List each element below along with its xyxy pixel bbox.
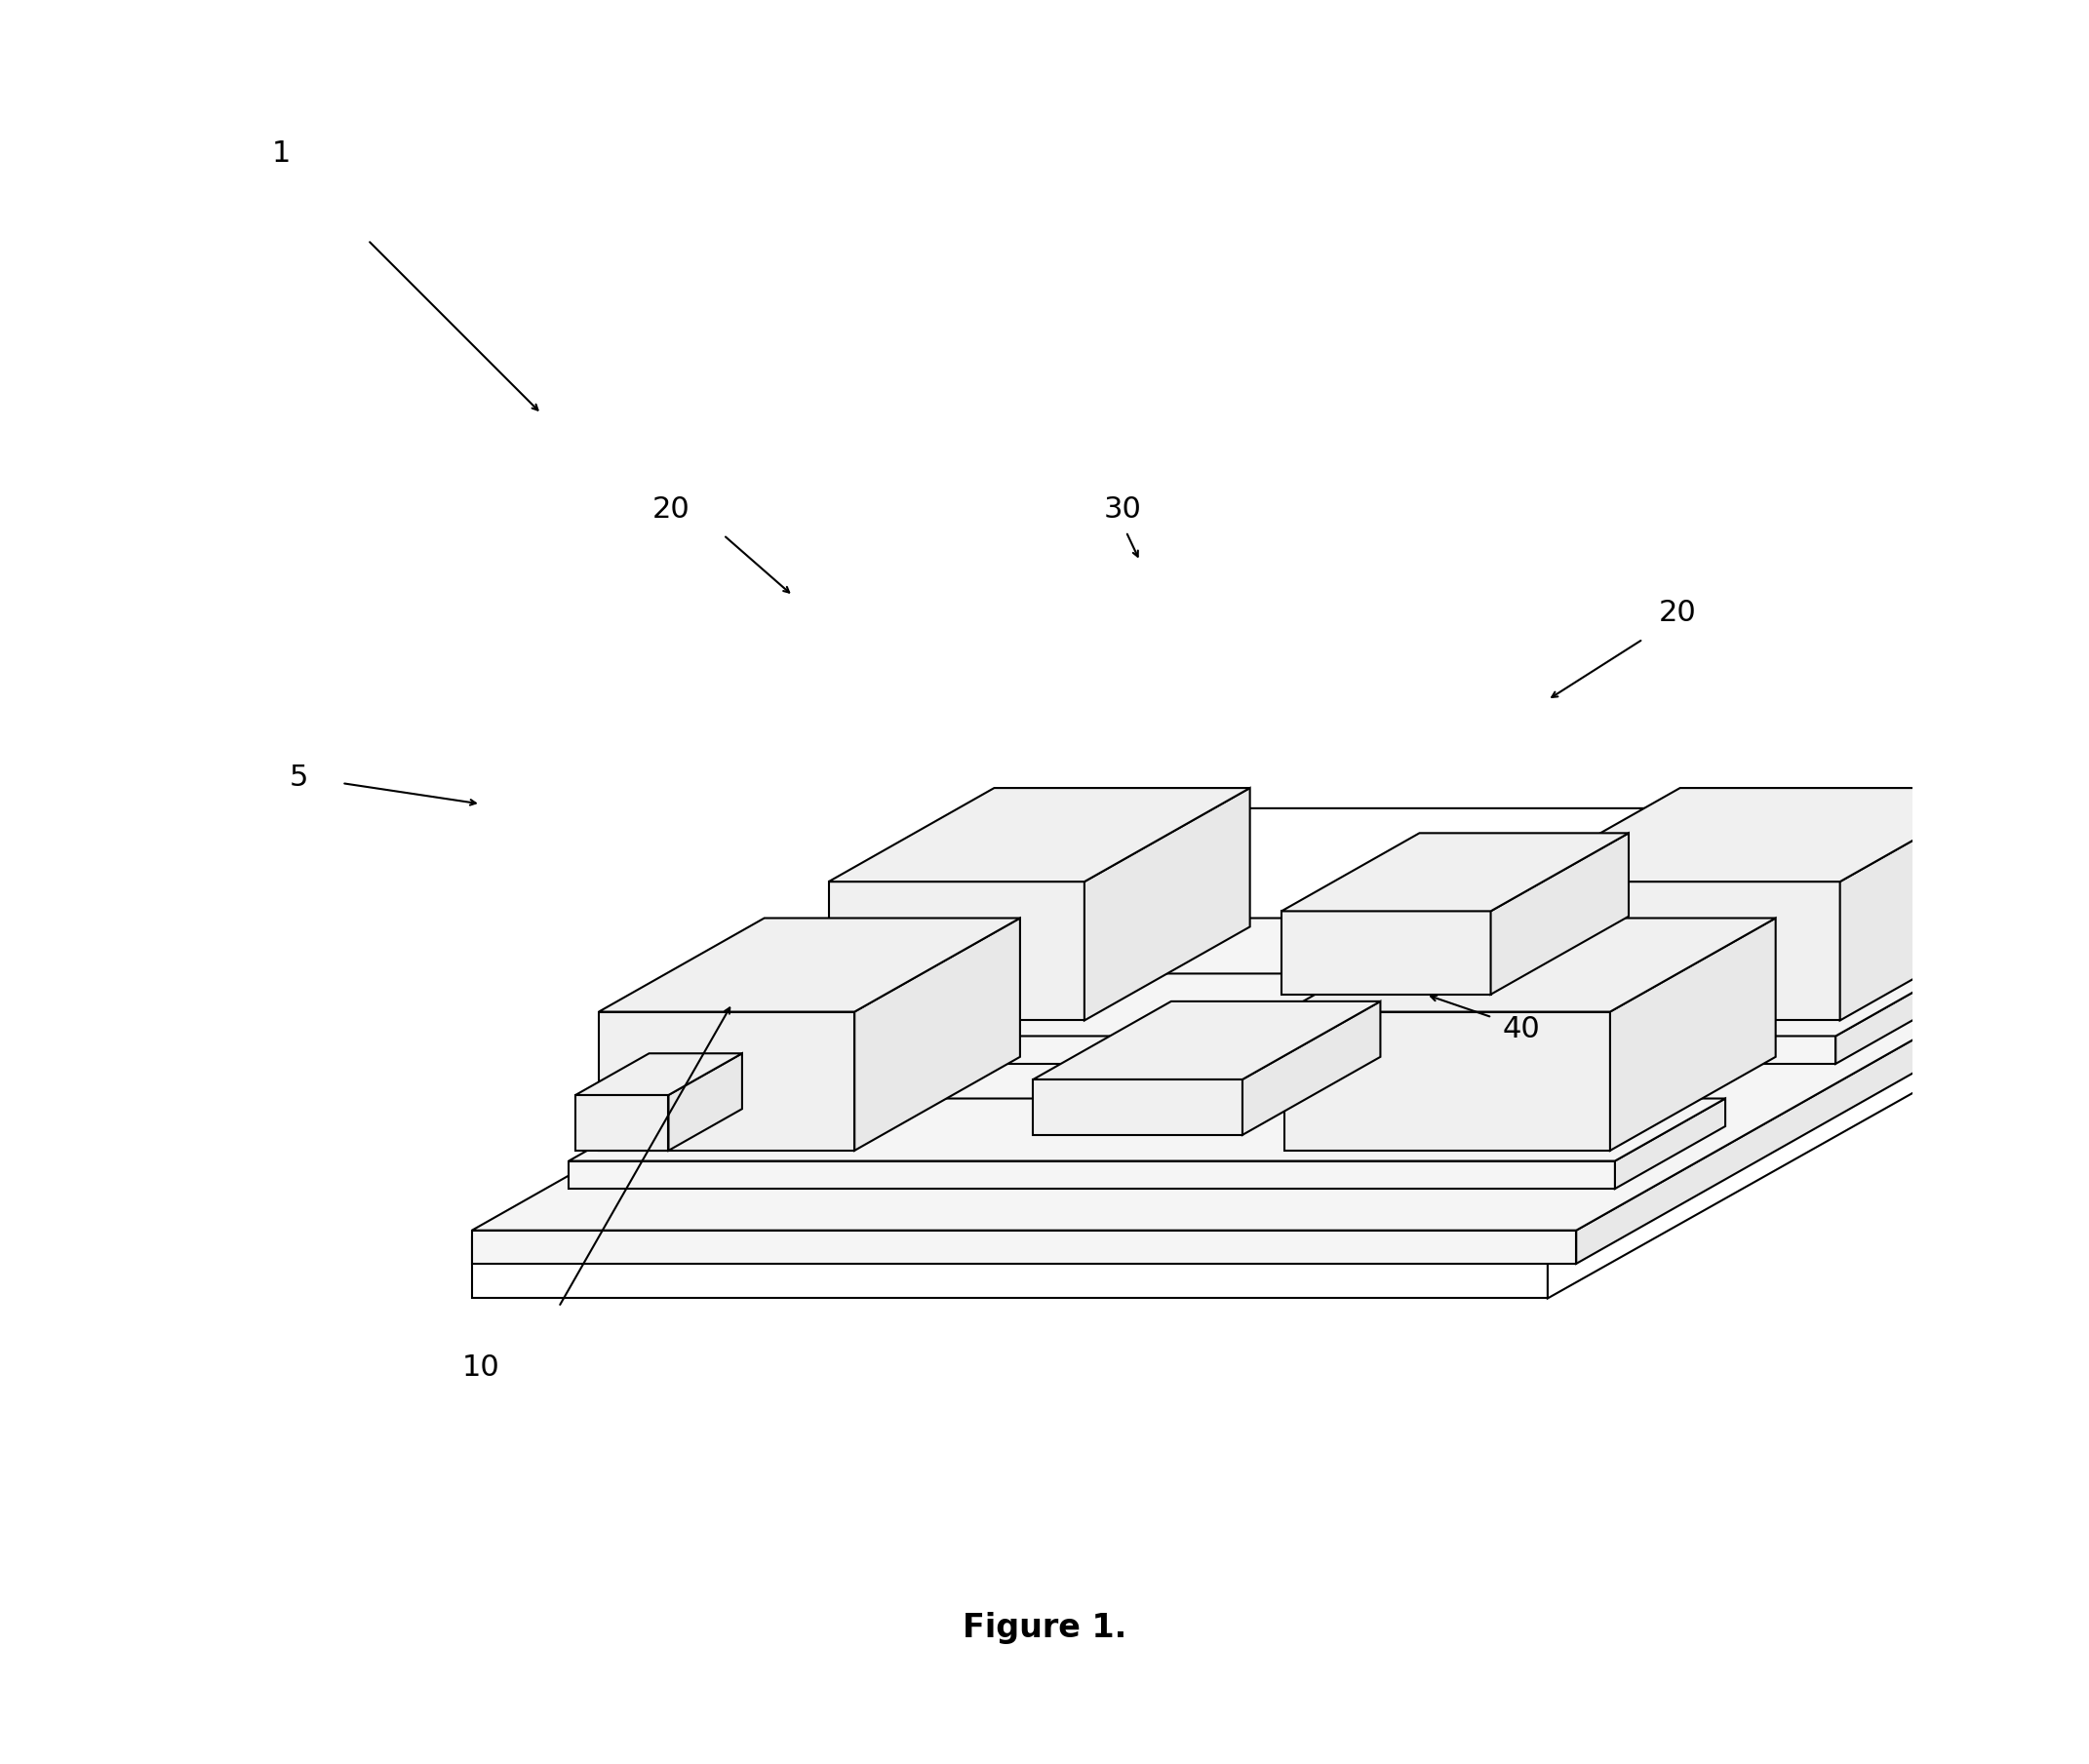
Polygon shape [1281,833,1629,912]
Polygon shape [829,789,1249,882]
Polygon shape [1548,808,2089,1298]
Polygon shape [790,974,1947,1035]
Polygon shape [1285,917,1776,1013]
Polygon shape [1577,917,2089,1263]
Polygon shape [577,1095,668,1150]
Polygon shape [568,1161,1615,1189]
Polygon shape [829,882,1084,1020]
Text: 10: 10 [462,1353,499,1381]
Polygon shape [1615,1099,1726,1189]
Polygon shape [1084,789,1249,1020]
Polygon shape [1281,912,1492,995]
Text: 30: 30 [1103,496,1141,524]
Polygon shape [1492,833,1629,995]
Polygon shape [790,1035,1836,1064]
Polygon shape [1243,1002,1381,1134]
Polygon shape [1836,974,1947,1064]
Polygon shape [600,917,1019,1013]
Polygon shape [854,917,1019,1150]
Text: 40: 40 [1502,1016,1540,1044]
Polygon shape [472,1230,1577,1263]
Text: 20: 20 [652,496,689,524]
Polygon shape [1515,789,2005,882]
Polygon shape [568,1099,1726,1161]
Text: 20: 20 [1659,600,1696,628]
Polygon shape [668,1053,742,1150]
Polygon shape [1515,882,1840,1020]
Text: 5: 5 [288,764,307,792]
Polygon shape [1285,1013,1611,1150]
Text: Figure 1.: Figure 1. [963,1612,1126,1644]
Polygon shape [1611,917,1776,1150]
Polygon shape [472,1238,1548,1298]
Polygon shape [472,808,2089,1238]
Polygon shape [1034,1080,1243,1134]
Polygon shape [577,1053,742,1095]
Text: 1: 1 [272,139,290,168]
Polygon shape [600,1013,854,1150]
Polygon shape [1034,1002,1381,1080]
Polygon shape [1840,789,2005,1020]
Polygon shape [472,917,2089,1230]
